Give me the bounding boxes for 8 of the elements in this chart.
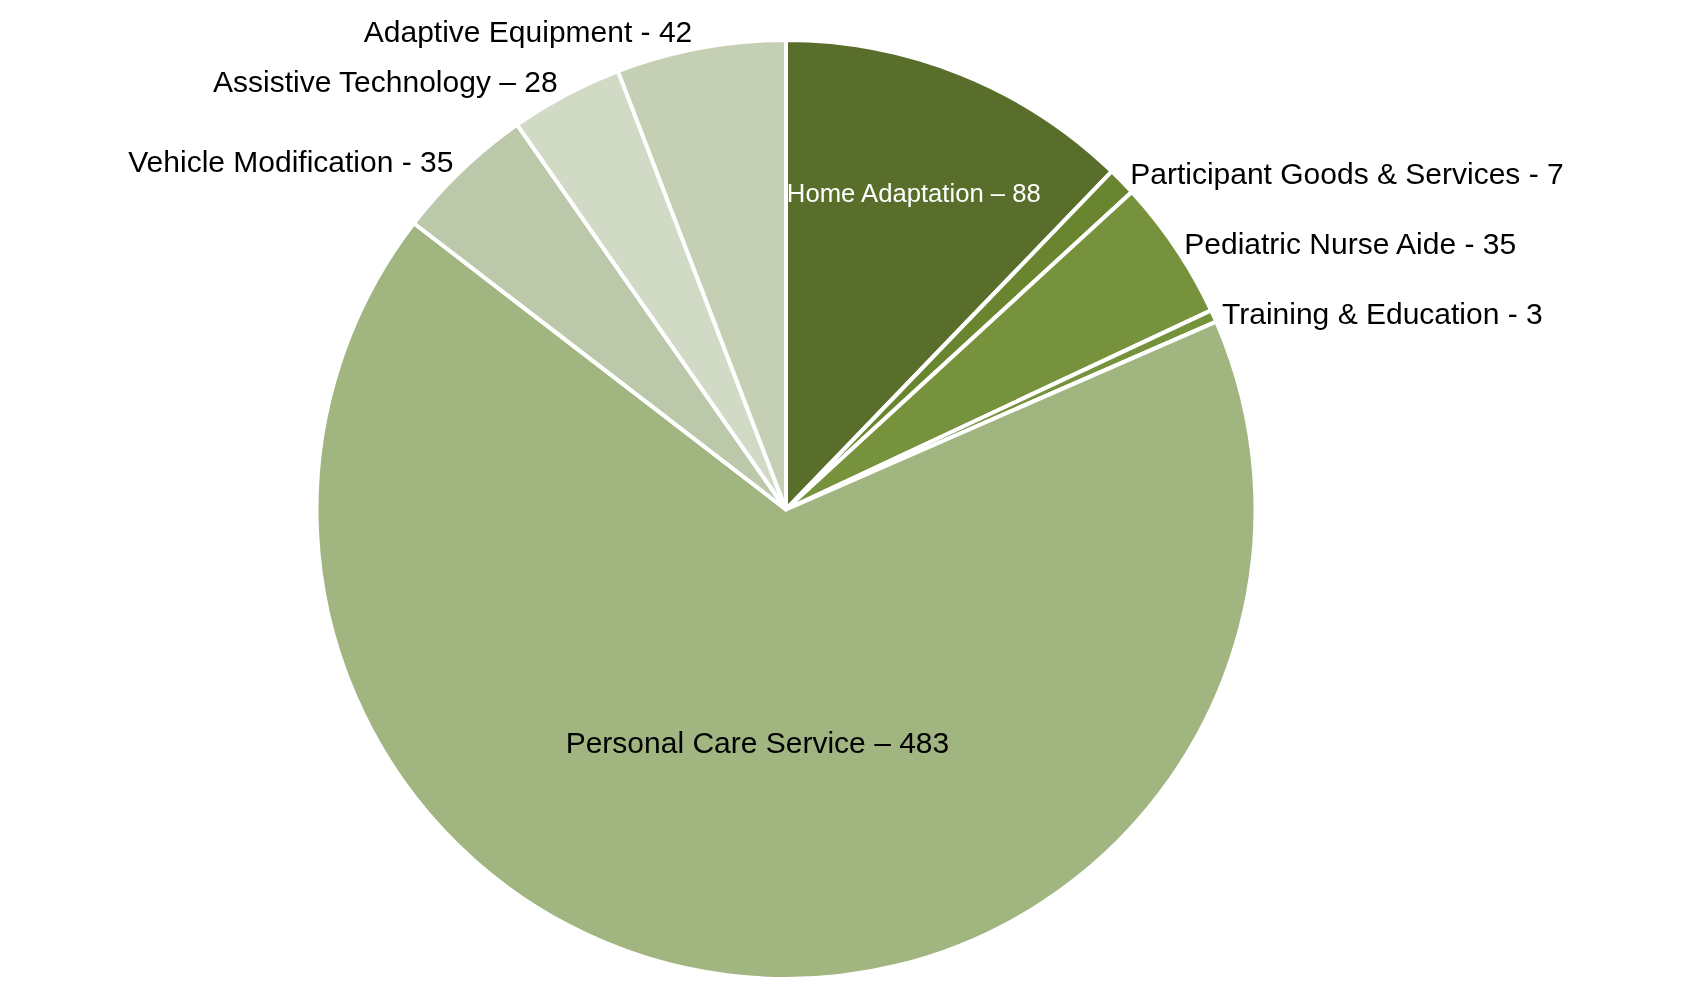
slice-label: Training & Education - 3 [1222, 296, 1543, 330]
slice-label: Pediatric Nurse Aide - 35 [1184, 226, 1517, 260]
slice-label: Assistive Technology – 28 [212, 65, 558, 99]
slice-label: Home Adaptation – 88 [786, 178, 1041, 207]
slice-label: Adaptive Equipment - 42 [363, 15, 693, 49]
slice-label: Participant Goods & Services - 7 [1130, 156, 1564, 190]
slice-label: Personal Care Service – 483 [565, 726, 950, 760]
slice-label: Vehicle Modification - 35 [128, 144, 454, 178]
